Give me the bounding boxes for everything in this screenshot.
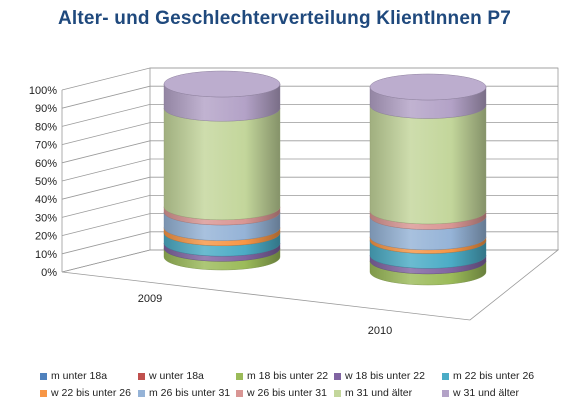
legend-swatch [236, 372, 243, 380]
x-tick-label-2009: 2009 [138, 293, 162, 305]
chart-legend: m unter 18a w unter 18a m 18 bis unter 22 w… [40, 370, 560, 399]
y-tick-label: 60% [35, 158, 57, 170]
x-tick-label-2010: 2010 [368, 325, 392, 337]
legend-item: w 26 bis unter 31 [236, 387, 334, 399]
legend-swatch [236, 389, 243, 397]
y-tick-label: 90% [35, 103, 57, 115]
legend-label: w 26 bis unter 31 [247, 387, 327, 399]
bar-top-2009 [163, 70, 281, 98]
legend-label: m 18 bis unter 22 [247, 370, 329, 382]
legend-item: w unter 18a [138, 370, 236, 382]
legend-label: m unter 18a [51, 370, 108, 382]
legend-swatch [138, 389, 145, 397]
legend-label: w 31 und älter [453, 387, 519, 399]
y-tick-label: 0% [41, 267, 57, 279]
chart-title: Alter- und Geschlechterverteilung Klient… [57, 8, 512, 29]
bar-segment-2010-8 [369, 105, 487, 225]
bar-segment-2009-8 [163, 108, 281, 221]
legend-label: w 22 bis unter 26 [51, 387, 131, 399]
legend-item: m 26 bis unter 31 [138, 387, 236, 399]
legend-item: m 31 und älter [334, 387, 442, 399]
legend-item: w 18 bis unter 22 [334, 370, 442, 382]
legend-swatch [442, 372, 449, 380]
y-tick-label: 80% [35, 121, 57, 133]
y-tick-label: 50% [35, 176, 57, 188]
y-tick-label: 40% [35, 194, 57, 206]
legend-item: m 22 bis unter 26 [442, 370, 550, 382]
legend-label: m 26 bis unter 31 [149, 387, 231, 399]
legend-swatch [442, 389, 449, 397]
legend-swatch [334, 372, 341, 380]
legend-label: w unter 18a [149, 370, 204, 382]
legend-item: m unter 18a [40, 370, 138, 382]
y-tick-label: 30% [35, 212, 57, 224]
bar-top-2010 [369, 73, 487, 101]
legend-label: w 18 bis unter 22 [345, 370, 425, 382]
legend-item: w 31 und älter [442, 387, 540, 399]
legend-swatch [138, 372, 145, 380]
y-tick-label: 70% [35, 140, 57, 152]
chart-plot: 0% 10% 20% 30% 40% 50% 60% 70% 80% 90% 100% 2009 201… [29, 67, 560, 337]
legend-swatch [40, 372, 47, 380]
gridline [61, 67, 558, 91]
y-tick-label: 10% [35, 249, 57, 261]
legend-label: m 22 bis unter 26 [453, 370, 535, 382]
y-tick-label: 20% [35, 231, 57, 243]
legend-swatch [40, 389, 47, 397]
y-tick-label: 100% [29, 85, 57, 97]
legend-item: w 22 bis unter 26 [40, 387, 138, 399]
legend-label: m 31 und älter [345, 387, 413, 399]
legend-item: m 18 bis unter 22 [236, 370, 334, 382]
legend-swatch [334, 389, 341, 397]
